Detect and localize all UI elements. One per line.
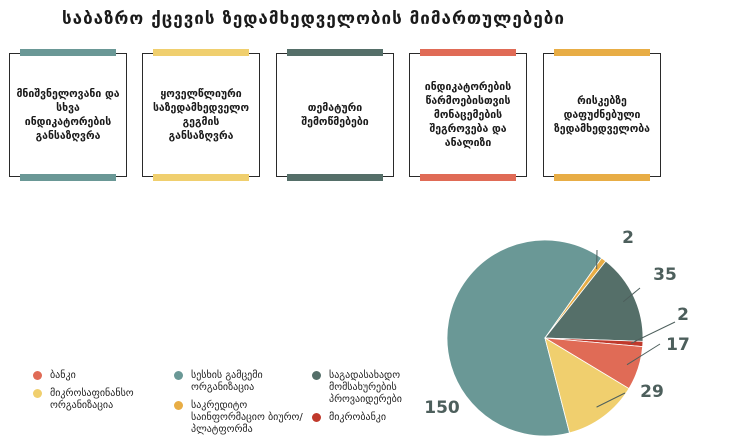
card-accent-bar-bottom [287, 174, 383, 181]
card-accent-bar-bottom [420, 174, 516, 181]
legend-item: სესხის გამცემი ორგანიზაცია [174, 370, 304, 394]
slice-value-label: 35 [653, 265, 677, 285]
legend-swatch [33, 389, 42, 398]
page-title: საბაზრო ქცევის ზედამხედველობის მიმართულე… [62, 9, 565, 29]
card-accent-bar-top [554, 49, 650, 56]
direction-card: ყოველწლიური საზედამხედველო გეგმის განსაზ… [142, 49, 260, 181]
pie-slice [544, 260, 644, 342]
legend-item: მიკროსაფინანსო ორგანიზაცია [33, 388, 153, 412]
legend-swatch [312, 371, 321, 380]
card-text: ყოველწლიური საზედამხედველო გეგმის განსაზ… [152, 88, 250, 142]
card-text: მნიშვნელოვანი და სხვა ინდიკატორების განს… [16, 88, 120, 142]
card-accent-bar-top [20, 49, 116, 56]
pie-slice [446, 239, 603, 437]
legend-item: მიკრობანკი [312, 412, 432, 424]
card-accent-bar-top [420, 49, 516, 56]
direction-card: ინდიკატორების წარმოებისთვის მონაცემების … [409, 49, 527, 181]
slice-leader-line [630, 321, 676, 344]
slice-leader-line [626, 343, 661, 366]
card-text: რისკებზე დაფუძნებული ზედამხედველობა [553, 95, 650, 135]
legend-label: მიკრობანკი [329, 412, 387, 423]
slice-value-label: 29 [640, 382, 664, 402]
slice-leader-line [622, 287, 641, 303]
legend-item: ბანკი [33, 370, 153, 382]
legend-label: სესხის გამცემი ორგანიზაცია [191, 370, 263, 393]
legend-item: საგადასახადო მომსახურების პროვაიდერები [312, 370, 432, 406]
slice-value-label: 2 [622, 228, 634, 248]
direction-card: თემატური შემოწმებები [276, 49, 394, 181]
pie-slice [544, 337, 630, 434]
slice-value-label: 17 [666, 335, 690, 355]
legend-item: საკრედიტო საინფორმაციო ბიურო/პლატფორმა [174, 400, 314, 436]
legend-swatch [174, 401, 183, 410]
legend-label: საკრედიტო საინფორმაციო ბიურო/პლატფორმა [191, 400, 303, 435]
legend-label: მიკროსაფინანსო ორგანიზაცია [50, 388, 134, 411]
card-accent-bar-top [287, 49, 383, 56]
card-accent-bar-bottom [554, 174, 650, 181]
card-text: თემატური შემოწმებები [301, 102, 369, 128]
legend-label: საგადასახადო მომსახურების პროვაიდერები [329, 370, 402, 405]
card-accent-bar-bottom [20, 174, 116, 181]
direction-card: მნიშვნელოვანი და სხვა ინდიკატორების განს… [9, 49, 127, 181]
legend-swatch [312, 413, 321, 422]
slice-value-label: 2 [677, 305, 689, 325]
legend-swatch [33, 371, 42, 380]
direction-card: რისკებზე დაფუძნებული ზედამხედველობა [543, 49, 661, 181]
slice-value-label: 150 [424, 398, 460, 418]
legend-swatch [174, 371, 183, 380]
slice-leader-line [596, 392, 626, 408]
card-accent-bar-top [153, 49, 249, 56]
card-accent-bar-bottom [153, 174, 249, 181]
card-text: ინდიკატორების წარმოებისთვის მონაცემების … [424, 81, 512, 149]
legend-label: ბანკი [50, 370, 76, 381]
